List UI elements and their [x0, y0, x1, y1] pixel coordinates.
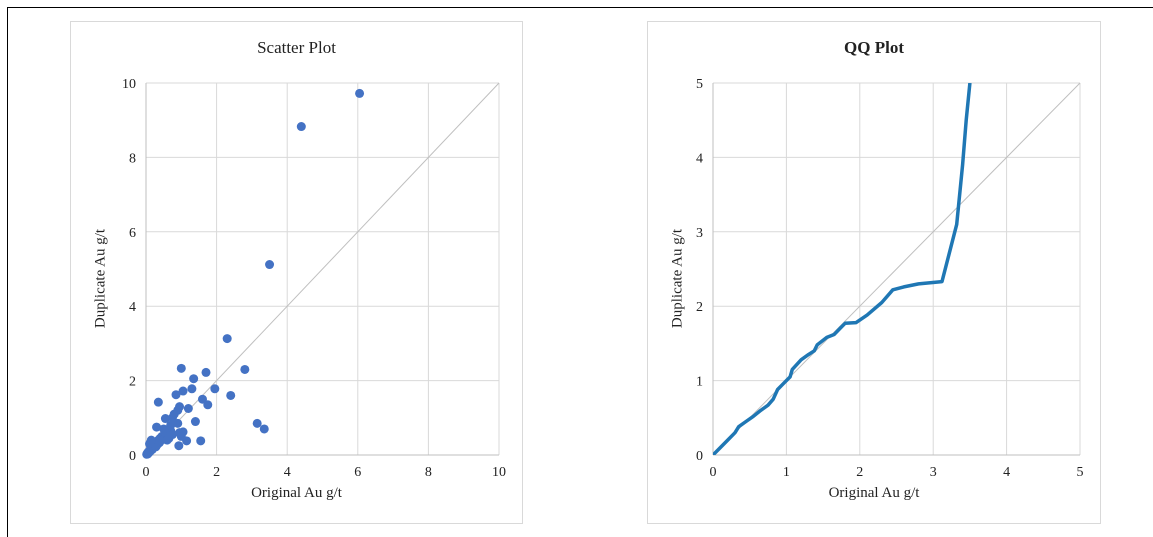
scatter-point [196, 436, 206, 446]
scatter-point [174, 441, 184, 451]
scatter-point [203, 400, 213, 410]
scatter-point [178, 427, 188, 437]
y-tick-label: 1 [696, 375, 703, 390]
figure-frame-top [7, 7, 1153, 8]
y-tick-label: 8 [129, 151, 136, 166]
scatter-point [252, 418, 262, 428]
y-tick-label: 6 [129, 226, 136, 241]
qq-chart-area: QQ Plot 0 1 2 3 4 5 0 1 2 3 4 5 Original Au g/t Dup… [647, 21, 1101, 524]
scatter-point [176, 363, 186, 373]
y-axis-label: Duplicate Au g/t [669, 228, 686, 329]
figure-frame-left [7, 7, 8, 537]
qq-series-line [713, 83, 972, 455]
scatter-point [240, 364, 250, 374]
y-axis-label: Duplicate Au g/t [92, 228, 109, 329]
scatter-point [355, 88, 365, 98]
scatter-point [171, 390, 181, 400]
qq-plot-svg: 0 1 2 3 4 5 0 1 2 3 4 5 [696, 77, 1084, 480]
y-tick-label: 0 [696, 449, 703, 464]
scatter-point [189, 374, 199, 384]
scatter-point [173, 418, 183, 428]
scatter-point [164, 433, 174, 443]
y-tick-label: 2 [696, 300, 703, 315]
scatter-point [178, 386, 188, 396]
scatter-point [182, 436, 192, 446]
scatter-point [159, 424, 169, 434]
scatter-point [153, 397, 163, 407]
scatter-point [222, 334, 232, 344]
x-axis-label: Original Au g/t [251, 485, 342, 501]
scatter-point [226, 390, 236, 400]
y-tick-label: 0 [129, 449, 136, 464]
x-tick-label: 2 [856, 465, 863, 480]
scatter-point [152, 422, 162, 432]
x-tick-label: 10 [492, 465, 506, 480]
y-tick-label: 4 [696, 151, 703, 166]
scatter-chart-area: Scatter Plot 0 2 4 6 8 10 0 2 4 6 8 10 Original Au … [70, 21, 523, 524]
scatter-point [146, 435, 156, 445]
y-tick-label: 3 [696, 226, 703, 241]
scatter-point [296, 122, 306, 132]
y-tick-label: 2 [129, 375, 136, 390]
scatter-point [190, 417, 200, 427]
x-axis-label: Original Au g/t [828, 485, 920, 501]
y-tick-label: 4 [129, 300, 136, 315]
scatter-point [166, 420, 176, 430]
scatter-point [265, 260, 275, 270]
x-tick-label: 0 [143, 465, 150, 480]
y-tick-label: 10 [122, 77, 136, 92]
scatter-point [187, 384, 197, 394]
scatter-point [259, 424, 269, 434]
scatter-point [160, 414, 170, 424]
chart-title: Scatter Plot [257, 38, 336, 57]
scatter-point [210, 384, 220, 394]
chart-title: QQ Plot [844, 38, 904, 57]
scatter-point [175, 402, 185, 412]
scatter-plot-svg: 0 2 4 6 8 10 0 2 4 6 8 10 [122, 77, 506, 480]
reference-diagonal-line [145, 82, 500, 456]
x-tick-label: 5 [1077, 465, 1084, 480]
scatter-point [201, 367, 211, 377]
x-tick-label: 4 [284, 465, 291, 480]
x-tick-label: 3 [930, 465, 937, 480]
x-tick-label: 6 [354, 465, 361, 480]
scatter-point [183, 404, 193, 413]
reference-diagonal-line [712, 82, 1081, 456]
x-tick-label: 2 [213, 465, 220, 480]
scatter-point [197, 394, 207, 404]
y-tick-label: 5 [696, 77, 703, 92]
x-tick-label: 0 [710, 465, 717, 480]
x-tick-label: 4 [1003, 465, 1010, 480]
x-tick-label: 1 [783, 465, 790, 480]
x-tick-label: 8 [425, 465, 432, 480]
